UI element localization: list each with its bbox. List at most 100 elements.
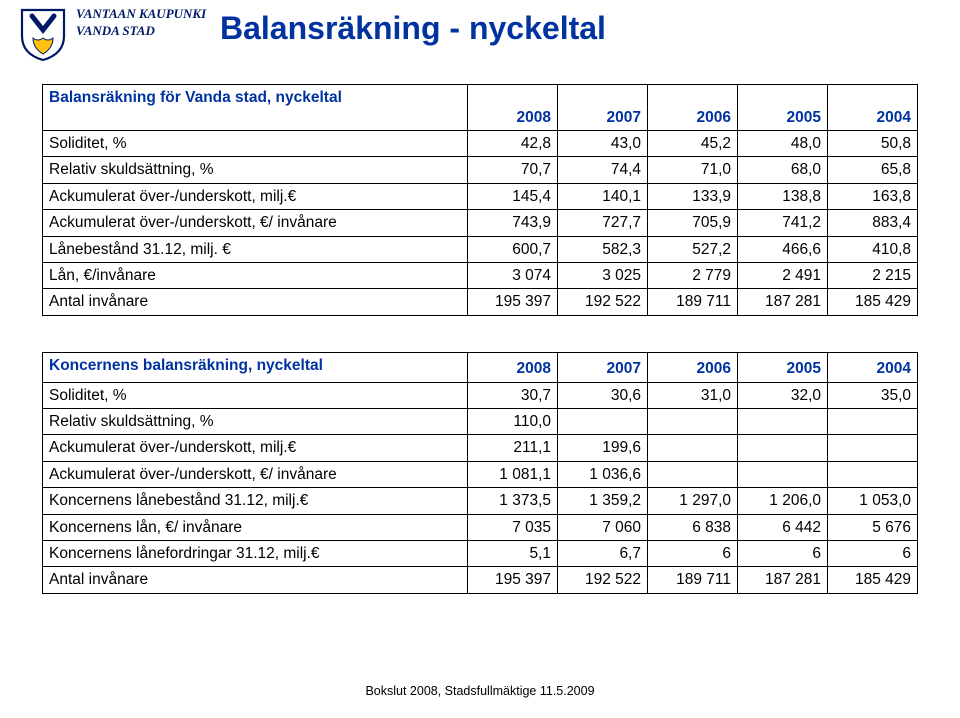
cell-value: 5 676 xyxy=(828,514,918,540)
cell-value: 727,7 xyxy=(558,210,648,236)
cell-value: 705,9 xyxy=(648,210,738,236)
table1-year-1: 2007 xyxy=(558,85,648,131)
cell-value: 74,4 xyxy=(558,157,648,183)
cell-value: 410,8 xyxy=(828,236,918,262)
org-name: VANTAAN KAUPUNKI VANDA STAD xyxy=(76,6,206,40)
table2-year-3: 2005 xyxy=(738,352,828,382)
table-row: Antal invånare195 397192 522189 711187 2… xyxy=(43,289,918,315)
table-row: Ackumulerat över-/underskott, €/ invånar… xyxy=(43,461,918,487)
table-row: Koncernens lån, €/ invånare7 0357 0606 8… xyxy=(43,514,918,540)
cell-value xyxy=(648,461,738,487)
table-row: Koncernens lånebestånd 31.12, milj.€1 37… xyxy=(43,488,918,514)
org-line-2: VANDA STAD xyxy=(76,23,206,40)
cell-value: 6,7 xyxy=(558,540,648,566)
cell-value xyxy=(738,435,828,461)
cell-value: 45,2 xyxy=(648,131,738,157)
cell-value: 6 442 xyxy=(738,514,828,540)
cell-value xyxy=(648,435,738,461)
cell-value: 189 711 xyxy=(648,567,738,593)
footer-text: Bokslut 2008, Stadsfullmäktige 11.5.2009 xyxy=(0,684,960,698)
cell-value: 187 281 xyxy=(738,567,828,593)
table1-body: Soliditet, %42,843,045,248,050,8Relativ … xyxy=(43,131,918,316)
cell-value xyxy=(738,461,828,487)
table-2: Koncernens balansräkning, nyckeltal 2008… xyxy=(42,352,918,594)
row-label: Lån, €/invånare xyxy=(43,262,468,288)
cell-value: 138,8 xyxy=(738,183,828,209)
cell-value: 211,1 xyxy=(468,435,558,461)
cell-value: 741,2 xyxy=(738,210,828,236)
cell-value: 600,7 xyxy=(468,236,558,262)
table1-year-3: 2005 xyxy=(738,85,828,131)
cell-value: 42,8 xyxy=(468,131,558,157)
cell-value: 187 281 xyxy=(738,289,828,315)
cell-value: 7 060 xyxy=(558,514,648,540)
cell-value: 43,0 xyxy=(558,131,648,157)
table2-body: Soliditet, %30,730,631,032,035,0Relativ … xyxy=(43,382,918,593)
cell-value: 6 xyxy=(648,540,738,566)
table-row: Ackumulerat över-/underskott, milj.€211,… xyxy=(43,435,918,461)
row-label: Lånebestånd 31.12, milj. € xyxy=(43,236,468,262)
table-row: Lånebestånd 31.12, milj. €600,7582,3527,… xyxy=(43,236,918,262)
row-label: Ackumulerat över-/underskott, milj.€ xyxy=(43,183,468,209)
page-title: Balansräkning - nyckeltal xyxy=(220,10,606,47)
cell-value: 1 297,0 xyxy=(648,488,738,514)
cell-value: 70,7 xyxy=(468,157,558,183)
table-row: Lån, €/invånare3 0743 0252 7792 4912 215 xyxy=(43,262,918,288)
cell-value: 199,6 xyxy=(558,435,648,461)
row-label: Koncernens lånefordringar 31.12, milj.€ xyxy=(43,540,468,566)
cell-value: 185 429 xyxy=(828,567,918,593)
cell-value: 743,9 xyxy=(468,210,558,236)
cell-value xyxy=(738,409,828,435)
table-row: Ackumulerat över-/underskott, milj.€145,… xyxy=(43,183,918,209)
cell-value: 3 025 xyxy=(558,262,648,288)
table-row: Soliditet, %42,843,045,248,050,8 xyxy=(43,131,918,157)
cell-value: 2 215 xyxy=(828,262,918,288)
cell-value: 185 429 xyxy=(828,289,918,315)
cell-value: 1 053,0 xyxy=(828,488,918,514)
cell-value: 2 779 xyxy=(648,262,738,288)
cell-value xyxy=(828,461,918,487)
cell-value: 3 074 xyxy=(468,262,558,288)
cell-value: 31,0 xyxy=(648,382,738,408)
cell-value xyxy=(558,409,648,435)
cell-value: 50,8 xyxy=(828,131,918,157)
cell-value: 110,0 xyxy=(468,409,558,435)
table1-year-4: 2004 xyxy=(828,85,918,131)
cell-value: 582,3 xyxy=(558,236,648,262)
table-row: Koncernens lånefordringar 31.12, milj.€5… xyxy=(43,540,918,566)
row-label: Antal invånare xyxy=(43,567,468,593)
cell-value: 32,0 xyxy=(738,382,828,408)
cell-value xyxy=(828,409,918,435)
table1-year-0: 2008 xyxy=(468,85,558,131)
org-line-1: VANTAAN KAUPUNKI xyxy=(76,6,206,23)
cell-value: 1 359,2 xyxy=(558,488,648,514)
table-row: Relativ skuldsättning, %110,0 xyxy=(43,409,918,435)
cell-value: 133,9 xyxy=(648,183,738,209)
cell-value xyxy=(648,409,738,435)
cell-value: 7 035 xyxy=(468,514,558,540)
table2-row-head: Koncernens balansräkning, nyckeltal xyxy=(43,352,468,382)
table-row: Relativ skuldsättning, %70,774,471,068,0… xyxy=(43,157,918,183)
cell-value: 1 373,5 xyxy=(468,488,558,514)
cell-value: 163,8 xyxy=(828,183,918,209)
cell-value: 195 397 xyxy=(468,567,558,593)
cell-value: 883,4 xyxy=(828,210,918,236)
row-label: Ackumulerat över-/underskott, milj.€ xyxy=(43,435,468,461)
cell-value: 1 081,1 xyxy=(468,461,558,487)
cell-value: 1 206,0 xyxy=(738,488,828,514)
row-label: Relativ skuldsättning, % xyxy=(43,409,468,435)
cell-value xyxy=(828,435,918,461)
table-1: Balansräkning för Vanda stad, nyckeltal … xyxy=(42,84,918,316)
row-label: Soliditet, % xyxy=(43,131,468,157)
row-label: Koncernens lån, €/ invånare xyxy=(43,514,468,540)
table1-row-head: Balansräkning för Vanda stad, nyckeltal xyxy=(43,85,468,131)
cell-value: 30,7 xyxy=(468,382,558,408)
cell-value: 65,8 xyxy=(828,157,918,183)
row-label: Ackumulerat över-/underskott, €/ invånar… xyxy=(43,210,468,236)
cell-value: 189 711 xyxy=(648,289,738,315)
row-label: Antal invånare xyxy=(43,289,468,315)
city-logo xyxy=(18,6,68,67)
table-row: Antal invånare195 397192 522189 711187 2… xyxy=(43,567,918,593)
cell-value: 6 838 xyxy=(648,514,738,540)
cell-value: 466,6 xyxy=(738,236,828,262)
